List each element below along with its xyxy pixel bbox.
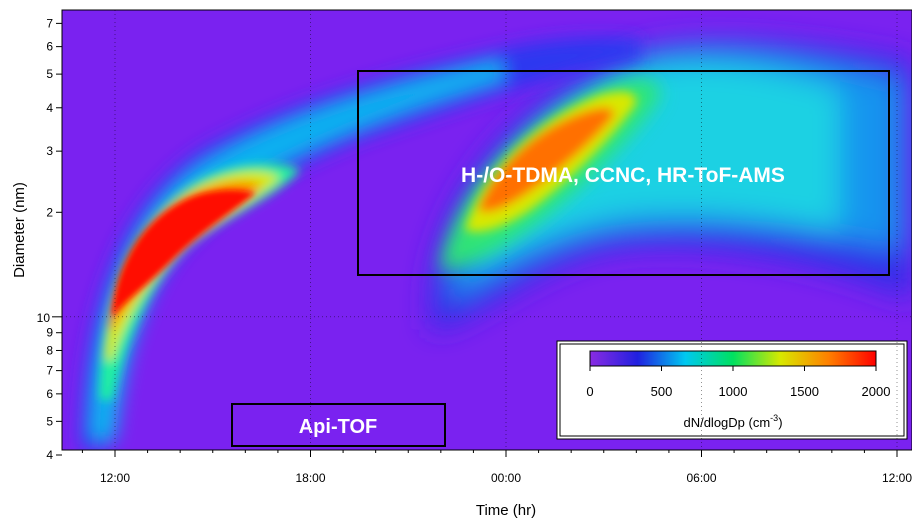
y-tick-label: 10 <box>37 311 51 325</box>
y-tick-label: 8 <box>46 343 53 357</box>
colorbar-tick-label: 1500 <box>790 384 819 399</box>
colorbar-tick-label: 2000 <box>862 384 891 399</box>
annotation-instruments-label: H-/O-TDMA, CCNC, HR-ToF-AMS <box>461 164 785 187</box>
colorbar-gradient <box>589 350 877 367</box>
x-axis: 12:00 18:00 00:00 06:00 12:00 <box>81 10 912 485</box>
colorbar-tick-label: 1000 <box>719 384 748 399</box>
plot-area <box>62 10 912 450</box>
x-tick-label: 12:00 <box>100 471 130 485</box>
colorbar-legend: 0 500 1000 1500 2000 dN/dlogDp (cm-3) <box>556 340 908 440</box>
y-tick-label: 2 <box>46 205 53 219</box>
annotation-box-instruments: H-/O-TDMA, CCNC, HR-ToF-AMS <box>357 70 890 276</box>
y-tick-label: 5 <box>46 67 53 81</box>
y-tick-label: 4 <box>46 101 53 115</box>
y-tick-label: 6 <box>46 40 53 54</box>
x-tick-label: 00:00 <box>491 471 521 485</box>
y-tick-label: 9 <box>46 326 53 340</box>
annotation-apitof-label: Api-TOF <box>299 416 378 438</box>
plot-frame <box>61 9 912 451</box>
colorbar-label: dN/dlogDp (cm-3) <box>683 413 782 430</box>
colorbar-tick-label: 500 <box>651 384 673 399</box>
x-tick-label: 06:00 <box>686 471 716 485</box>
y-tick-label: 6 <box>46 387 53 401</box>
event-1-peak <box>112 190 255 315</box>
y-tick-label: 4 <box>46 448 53 462</box>
y-axis-title: Diameter (nm) <box>11 182 28 278</box>
x-axis-title: Time (hr) <box>476 502 536 519</box>
y-tick-label: 3 <box>46 144 53 158</box>
x-tick-label: 12:00 <box>882 471 912 485</box>
y-tick-label: 7 <box>46 16 53 30</box>
colorbar-ticks: 0 500 1000 1500 2000 <box>586 366 890 399</box>
y-tick-label: 7 <box>46 364 53 378</box>
event-2-peak <box>465 91 636 232</box>
colorbar-tick-label: 0 <box>586 384 593 399</box>
y-tick-label: 5 <box>46 414 53 428</box>
x-tick-label: 18:00 <box>295 471 325 485</box>
y-axis: 4 5 6 7 8 9 2 3 4 5 6 7 10 <box>37 16 912 462</box>
annotation-box-apitof: Api-TOF <box>231 403 446 447</box>
